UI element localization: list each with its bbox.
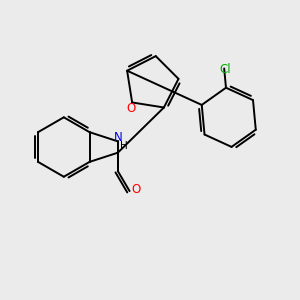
Text: O: O [126,103,135,116]
Text: Cl: Cl [220,64,232,76]
Text: O: O [131,183,141,196]
Text: N: N [113,131,122,144]
Text: H: H [121,141,128,151]
